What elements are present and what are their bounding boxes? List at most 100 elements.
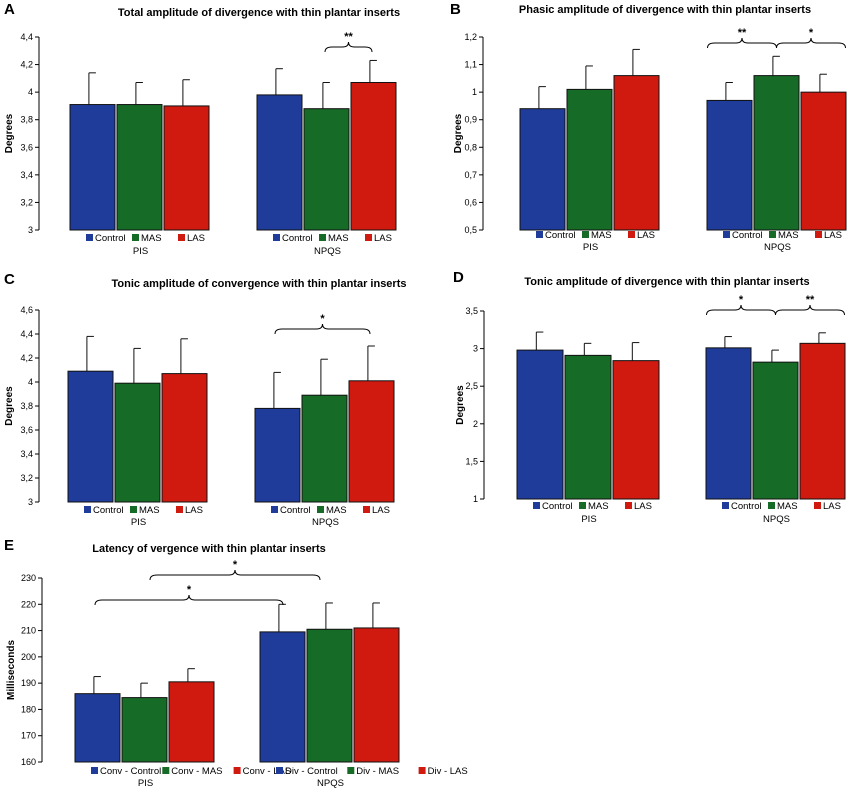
panel-letter: C bbox=[4, 271, 15, 288]
bar-group-npqs: Control MAS LAS NPQS bbox=[705, 332, 846, 525]
bar bbox=[306, 628, 353, 763]
y-tick-label: 3,8 bbox=[20, 401, 33, 411]
bar bbox=[114, 382, 161, 503]
legend-label: MAS bbox=[778, 230, 799, 241]
y-tick-label: 4 bbox=[28, 87, 33, 97]
legend-swatch bbox=[625, 502, 632, 509]
legend-label: MAS bbox=[777, 501, 798, 512]
chart-title: Tonic amplitude of convergence with thin… bbox=[111, 278, 406, 290]
legend-label: MAS bbox=[591, 230, 612, 241]
y-tick-label: 160 bbox=[21, 757, 36, 767]
legend-label: Div - MAS bbox=[356, 766, 399, 777]
legend-label: LAS bbox=[187, 233, 205, 244]
y-tick-label: 4 bbox=[28, 377, 33, 387]
legend-label: Div - Control bbox=[285, 766, 338, 777]
y-axis-label: Degrees bbox=[4, 386, 15, 426]
group-label: NPQS bbox=[317, 778, 344, 789]
y-tick-label: 3,2 bbox=[20, 473, 33, 483]
y-tick-label: 4,4 bbox=[20, 329, 33, 339]
y-tick-label: 230 bbox=[21, 573, 36, 583]
legend-label: LAS bbox=[824, 230, 842, 241]
legend-label: Control bbox=[731, 501, 762, 512]
bar-group-npqs: Control MAS LAS NPQS bbox=[706, 55, 847, 253]
bar bbox=[353, 627, 400, 763]
bar-group-pis: Conv - Control Conv - MAS Conv - LAS PIS bbox=[74, 668, 292, 789]
legend-swatch bbox=[582, 231, 589, 238]
group-label: PIS bbox=[581, 514, 596, 525]
y-tick-label: 4,4 bbox=[20, 32, 33, 42]
bar bbox=[348, 380, 395, 503]
legend-label: MAS bbox=[328, 233, 349, 244]
legend-swatch bbox=[815, 231, 822, 238]
bar bbox=[254, 407, 301, 503]
legend-label: LAS bbox=[374, 233, 392, 244]
y-tick-label: 1,5 bbox=[465, 456, 478, 466]
bar bbox=[612, 360, 660, 500]
legend-swatch bbox=[162, 767, 170, 774]
legend-label: Div - LAS bbox=[428, 766, 468, 777]
y-tick-label: 3,8 bbox=[20, 115, 33, 125]
group-label: NPQS bbox=[763, 514, 790, 525]
bar bbox=[519, 108, 566, 231]
bar bbox=[168, 681, 215, 763]
bar bbox=[566, 88, 613, 231]
legend-label: Conv - MAS bbox=[171, 766, 222, 777]
y-tick-label: 3,5 bbox=[465, 306, 478, 316]
panel-letter: E bbox=[4, 537, 14, 554]
bar-group-pis: Control MAS LAS PIS bbox=[67, 335, 208, 528]
legend-swatch bbox=[814, 502, 821, 509]
legend-swatch bbox=[271, 506, 278, 513]
legend-swatch bbox=[130, 506, 137, 513]
y-tick-label: 4,2 bbox=[20, 60, 33, 70]
bar bbox=[163, 105, 210, 231]
bar bbox=[303, 108, 350, 231]
legend-swatch bbox=[533, 502, 540, 509]
panel-b: B Phasic amplitude of divergence with thi… bbox=[450, 1, 847, 253]
legend-swatch bbox=[769, 231, 776, 238]
bar-group-pis: Control MAS LAS PIS bbox=[69, 72, 210, 257]
legend-label: LAS bbox=[372, 505, 390, 516]
y-tick-label: 200 bbox=[21, 652, 36, 662]
bar bbox=[69, 104, 116, 231]
y-axis-label: Degrees bbox=[4, 113, 15, 153]
y-tick-label: 210 bbox=[21, 626, 36, 636]
bar bbox=[799, 342, 846, 500]
legend-label: Conv - LAS bbox=[243, 766, 292, 777]
y-tick-label: 3 bbox=[473, 344, 478, 354]
panel-letter: B bbox=[450, 1, 461, 18]
legend-label: LAS bbox=[634, 501, 652, 512]
significance-label: ** bbox=[738, 27, 747, 39]
significance-brace bbox=[149, 569, 321, 581]
bar bbox=[161, 373, 208, 503]
legend-swatch bbox=[365, 234, 372, 241]
significance-brace bbox=[274, 323, 371, 335]
y-tick-label: 1,2 bbox=[464, 32, 477, 42]
legend-swatch bbox=[91, 767, 98, 774]
y-tick-label: 3,2 bbox=[20, 197, 33, 207]
y-tick-label: 190 bbox=[21, 678, 36, 688]
legend-swatch bbox=[723, 231, 730, 238]
significance-label: * bbox=[233, 559, 238, 571]
y-tick-label: 3 bbox=[28, 497, 33, 507]
bar bbox=[516, 349, 564, 500]
legend-swatch bbox=[176, 506, 183, 513]
legend-swatch bbox=[86, 234, 93, 241]
y-axis-label: Milliseconds bbox=[6, 640, 17, 700]
panel-d: D Tonic amplitude of divergence with thin… bbox=[453, 269, 846, 525]
bar bbox=[753, 75, 800, 231]
y-tick-label: 0,6 bbox=[464, 197, 477, 207]
legend-label: MAS bbox=[588, 501, 609, 512]
bar bbox=[564, 354, 612, 500]
legend-label: Control bbox=[280, 505, 311, 516]
bar bbox=[613, 75, 660, 231]
y-tick-label: 2 bbox=[473, 419, 478, 429]
bar bbox=[705, 347, 752, 500]
significance-brace bbox=[775, 304, 845, 316]
significance-brace bbox=[776, 37, 846, 49]
legend-swatch bbox=[347, 767, 355, 774]
legend-swatch bbox=[233, 767, 241, 774]
y-tick-label: 2,5 bbox=[465, 381, 478, 391]
legend-swatch bbox=[132, 234, 139, 241]
chart-title: Total amplitude of divergence with thin … bbox=[118, 7, 400, 19]
